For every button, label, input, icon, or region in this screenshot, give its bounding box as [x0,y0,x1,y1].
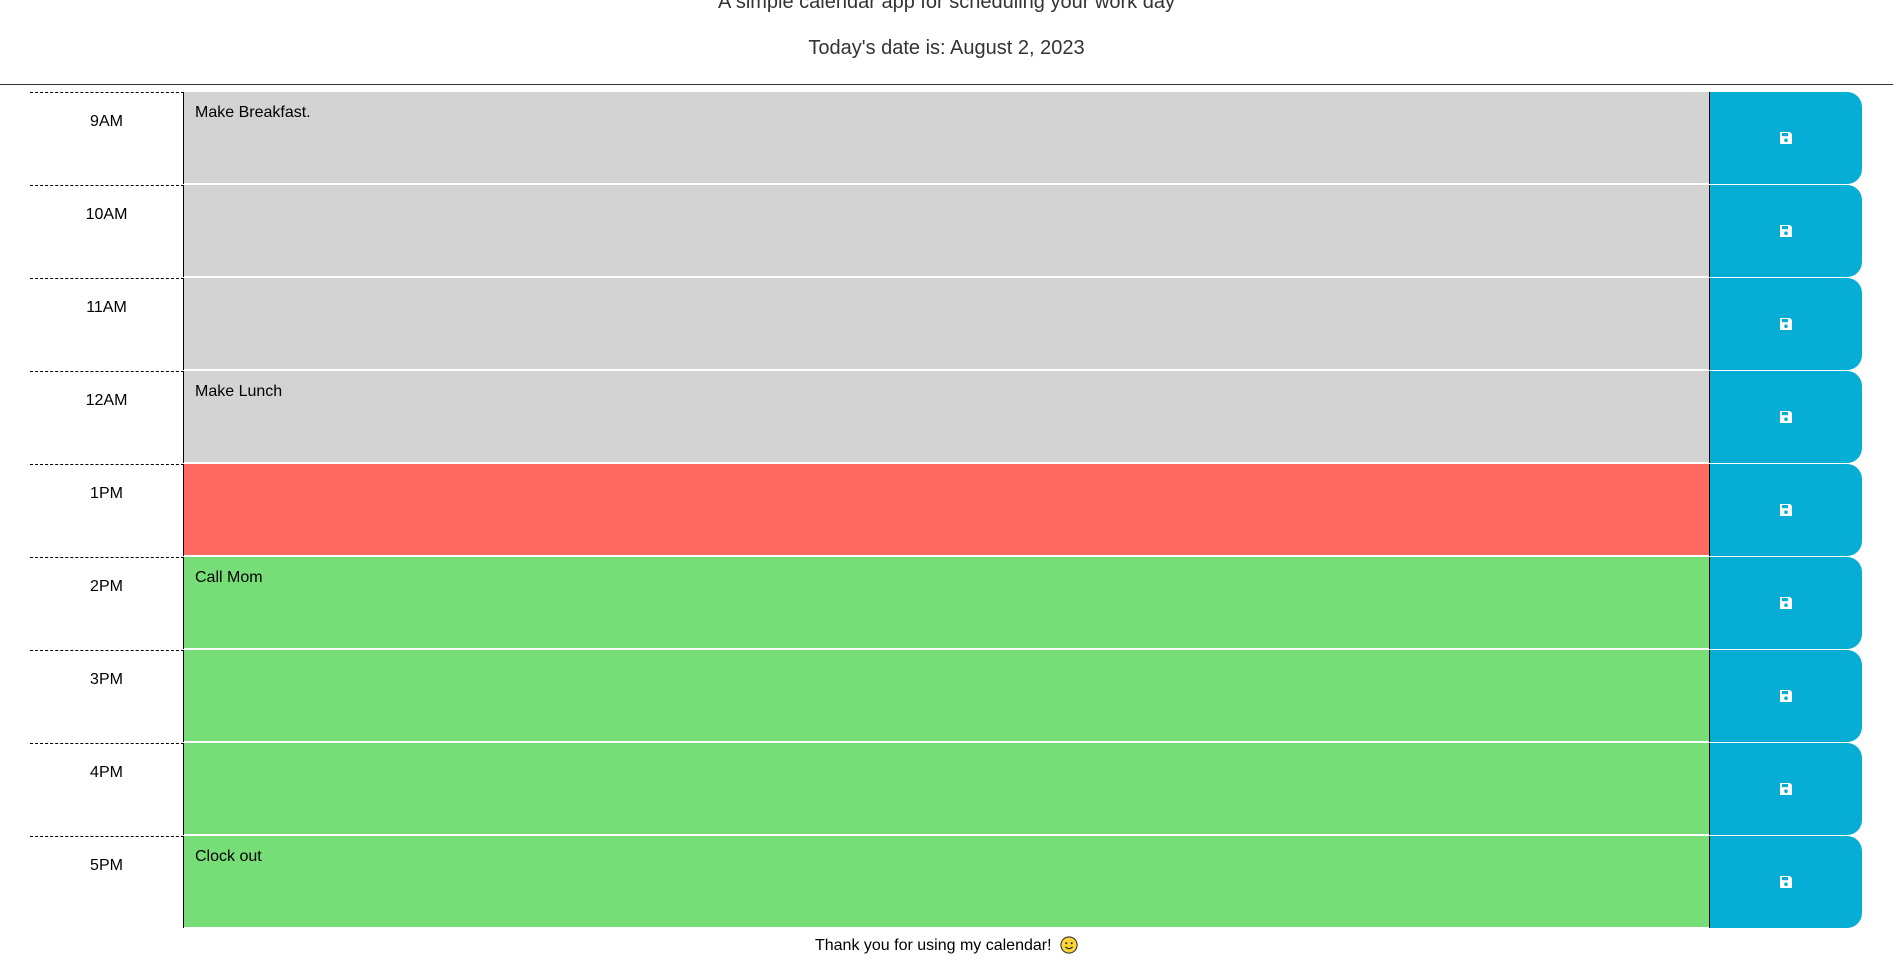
floppy-disk-icon [1780,783,1792,795]
hour-label: 3PM [30,650,184,742]
save-button[interactable] [1709,371,1862,463]
current-date: Today's date is: August 2, 2023 [808,37,1085,59]
floppy-disk-icon [1780,225,1792,237]
hour-label: 11AM [30,278,184,370]
time-block-row: 5PM Clock out [30,836,1862,928]
time-block-row: 2PM Call Mom [30,557,1862,649]
hour-label: 5PM [30,836,184,928]
time-block-row: 4PM [30,743,1862,835]
footer-text: Thank you for using my calendar! [814,937,1052,954]
page-header: A simple calendar app for scheduling you… [0,0,1893,85]
hour-label: 10AM [30,185,184,277]
smiley-face-icon [1060,936,1078,954]
time-block-row: 3PM [30,650,1862,742]
save-button[interactable] [1709,185,1862,277]
save-button[interactable] [1709,557,1862,649]
floppy-disk-icon [1780,876,1792,888]
floppy-disk-icon [1780,318,1792,330]
event-description-input[interactable]: Make Breakfast. [184,92,1709,184]
event-description-input[interactable] [184,464,1709,556]
save-button[interactable] [1709,743,1862,835]
event-description-input[interactable]: Call Mom [184,557,1709,649]
event-description-input[interactable] [184,650,1709,742]
time-block-list: 9AM Make Breakfast. 10AM 11AM 12AM Make … [30,92,1862,929]
time-block-row: 11AM [30,278,1862,370]
event-description-input[interactable]: Make Lunch [184,371,1709,463]
event-description-input[interactable] [184,743,1709,835]
save-button[interactable] [1709,464,1862,556]
time-block-row: 9AM Make Breakfast. [30,92,1862,184]
hour-label: 12AM [30,371,184,463]
event-description-input[interactable] [184,278,1709,370]
floppy-disk-icon [1780,597,1792,609]
time-block-row: 10AM [30,185,1862,277]
save-button[interactable] [1709,836,1862,928]
app-tagline: A simple calendar app for scheduling you… [718,0,1175,13]
hour-label: 9AM [30,92,184,184]
floppy-disk-icon [1780,690,1792,702]
hour-label: 1PM [30,464,184,556]
floppy-disk-icon [1780,132,1792,144]
save-button[interactable] [1709,278,1862,370]
time-block-row: 12AM Make Lunch [30,371,1862,463]
event-description-input[interactable] [184,185,1709,277]
hour-label: 4PM [30,743,184,835]
floppy-disk-icon [1780,411,1792,423]
page-footer: Thank you for using my calendar! [0,936,1893,955]
save-button[interactable] [1709,650,1862,742]
save-button[interactable] [1709,92,1862,184]
event-description-input[interactable]: Clock out [184,836,1709,928]
time-block-row: 1PM [30,464,1862,556]
floppy-disk-icon [1780,504,1792,516]
hour-label: 2PM [30,557,184,649]
